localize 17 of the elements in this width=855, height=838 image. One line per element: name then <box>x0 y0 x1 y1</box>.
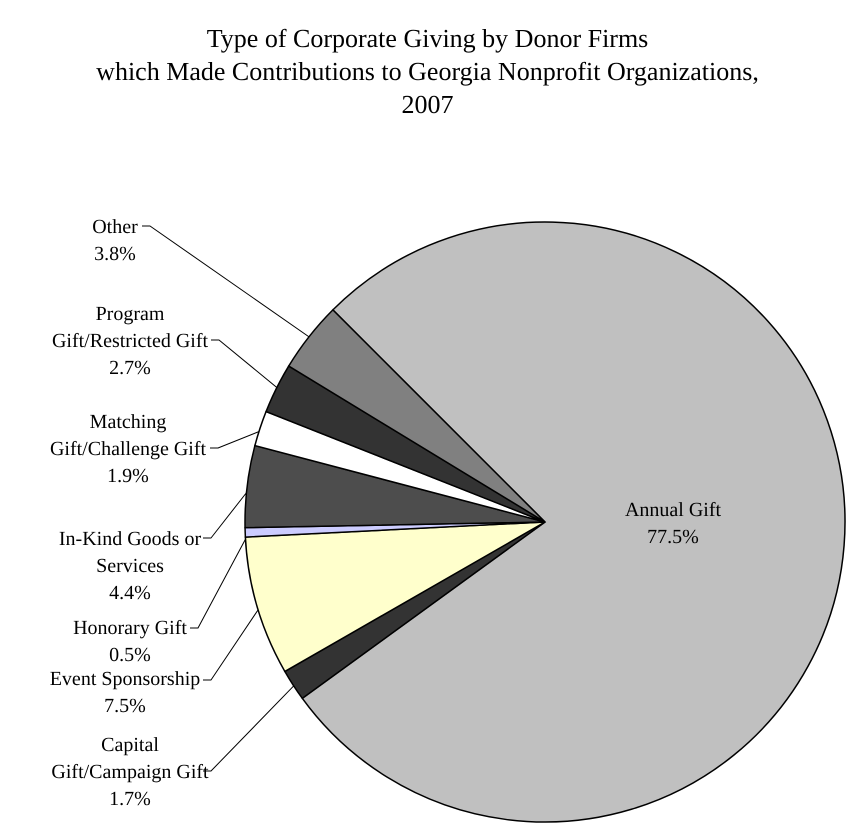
data-label: 1.9% <box>107 465 149 487</box>
slice-label: Event Sponsorship <box>50 668 200 690</box>
data-label: 3.8% <box>94 243 136 265</box>
slice-label: Other <box>92 216 138 238</box>
data-label: 2.7% <box>109 357 151 379</box>
data-label: 1.7% <box>109 788 151 810</box>
data-label: 0.5% <box>109 644 151 666</box>
data-label: 77.5% <box>647 526 699 548</box>
data-label: 7.5% <box>104 695 146 717</box>
chart-title: Type of Corporate Giving by Donor Firms which Made Contributions to Georgia Nonprofit Organizations, 2007 <box>96 24 759 119</box>
slice-label: In-Kind Goods or Services <box>58 528 202 577</box>
data-label: 4.4% <box>109 582 151 604</box>
slice-label: Annual Gift <box>624 499 722 521</box>
slice-label: Capital Gift/Campaign Gift <box>51 734 210 783</box>
slice-label: Honorary Gift <box>73 617 188 639</box>
slice-label: Program Gift/Restricted Gift <box>52 303 208 352</box>
slice-label: Matching Gift/Challenge Gift <box>50 411 206 460</box>
